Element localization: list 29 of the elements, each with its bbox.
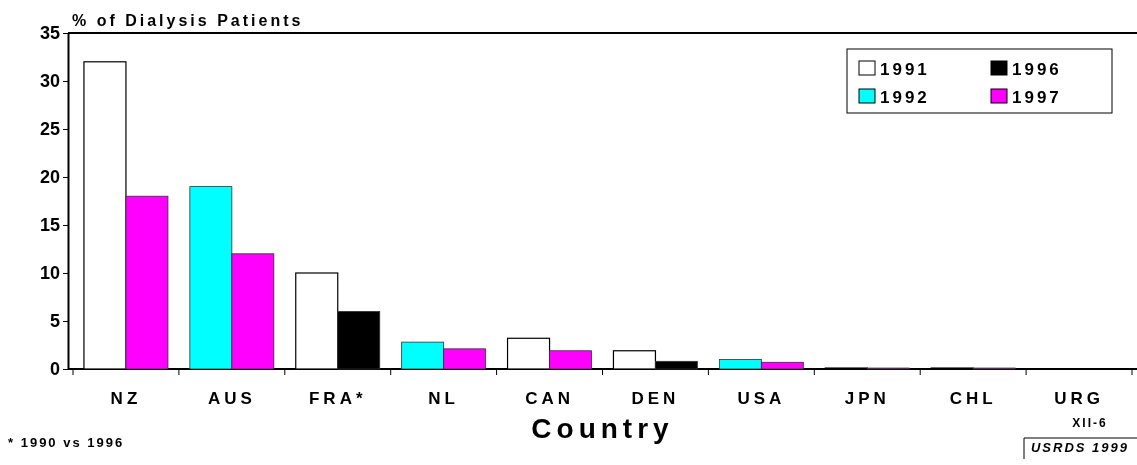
y-axis-title: % of Dialysis Patients [72, 12, 304, 29]
x-tick-label: NZ [110, 389, 142, 408]
bar [125, 195, 169, 370]
y-tick-label: 15 [39, 215, 60, 236]
y-tick-label: 10 [39, 263, 60, 284]
y-tick-label: 0 [49, 359, 60, 380]
x-tick-label: USA [737, 389, 786, 408]
text: XII-6 [1072, 416, 1108, 430]
x-tick-label: DEN [631, 389, 680, 408]
x-tick-label: NL [428, 389, 459, 408]
text: * 1990 vs 1996 [8, 435, 125, 450]
x-tick-label: CAN [525, 389, 574, 408]
legend-label: 1996 [1012, 60, 1062, 79]
y-tick-label: 30 [39, 71, 60, 92]
legend-label: 1991 [880, 60, 930, 79]
x-tick-label: FRA* [308, 389, 367, 408]
x-tick-label: CHL [949, 389, 997, 408]
text: USRDS 1999 [1030, 440, 1130, 455]
x-tick-label: URG [1054, 389, 1104, 408]
bar [549, 350, 592, 370]
x-tick-label: AUS [207, 389, 256, 408]
y-tick-label: 25 [39, 119, 60, 140]
x-axis-title: Country [531, 413, 674, 444]
y-tick-label: 20 [39, 167, 60, 188]
x-tick-label: JPN [844, 389, 890, 408]
y-tick-label: 5 [49, 311, 60, 332]
legend-label: 1997 [1012, 88, 1062, 107]
legend-label: 1992 [880, 88, 930, 107]
y-tick-label: 35 [39, 23, 60, 44]
